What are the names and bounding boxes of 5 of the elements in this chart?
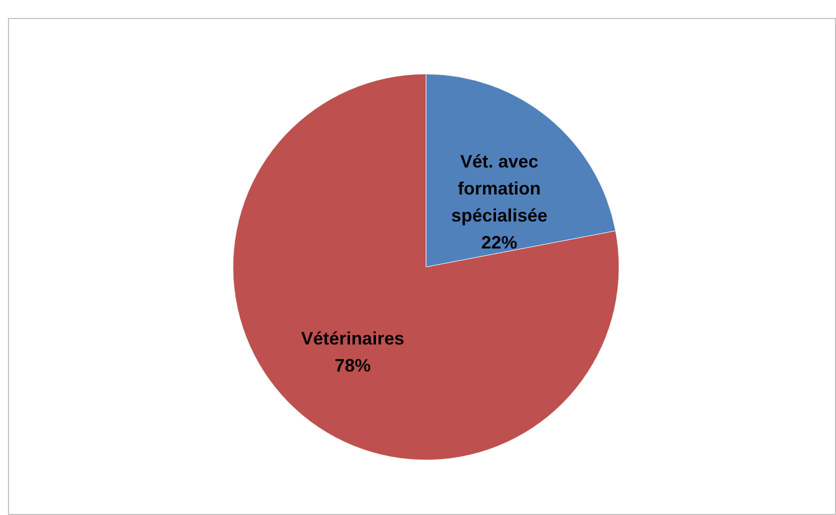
slice-label: Vétérinaires [301, 328, 404, 349]
pie-slice [233, 74, 619, 460]
slice-label: Vét. avec formation spécialisée [451, 151, 548, 226]
data-label: 78% [334, 356, 371, 376]
data-label: 22% [481, 232, 518, 252]
